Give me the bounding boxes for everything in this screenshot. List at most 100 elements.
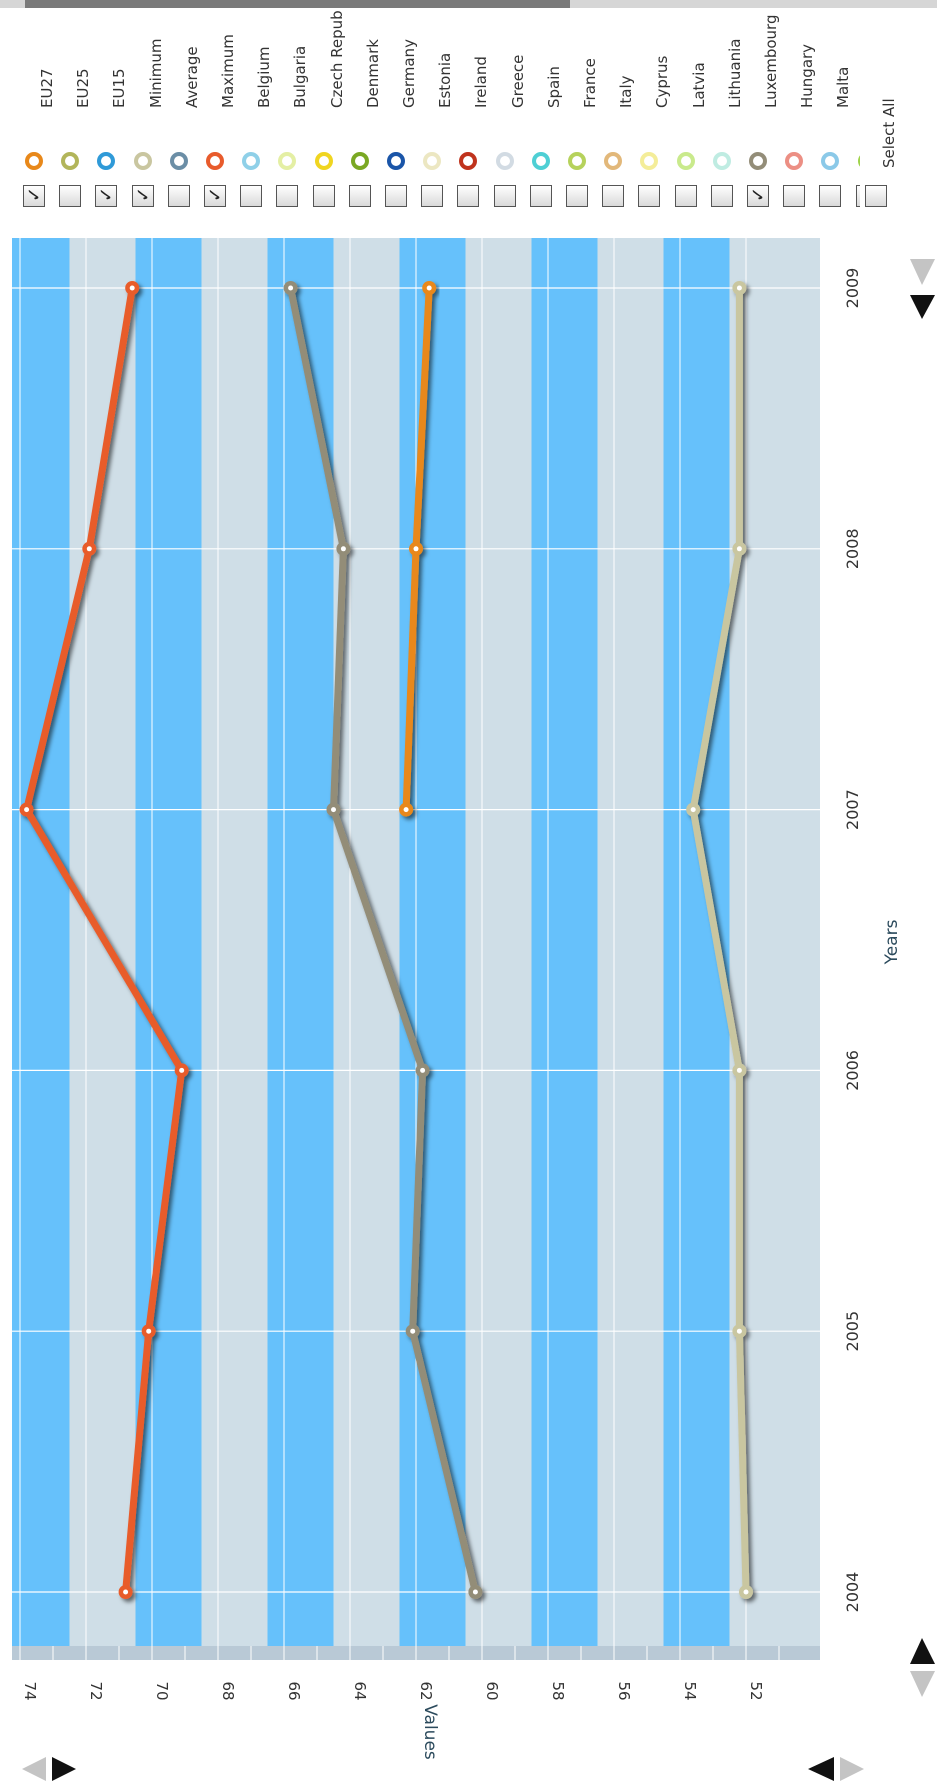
legend-marker-icon [97, 152, 116, 170]
data-point-center [331, 807, 336, 813]
legend-checkbox[interactable]: ✓ [276, 185, 299, 207]
legend-checkbox[interactable]: ✓ [855, 185, 860, 207]
legend-item[interactable]: Minimum ✓ [127, 0, 167, 215]
legend-item[interactable]: Latvia✓ [670, 0, 710, 215]
page-left-arrow-icon[interactable] [808, 1757, 834, 1781]
series-path [689, 284, 750, 1596]
legend-checkbox[interactable]: ✓ [59, 185, 82, 207]
legend-checkbox[interactable]: ✓ [457, 185, 480, 207]
legend-marker-icon [278, 152, 297, 170]
y-axis-title: Values [420, 1704, 440, 1760]
year-down-arrow-icon[interactable] [910, 295, 935, 319]
legend-item[interactable]: EU15 ✓ [90, 0, 130, 215]
legend-marker-icon [676, 152, 695, 170]
legend-marker-icon [568, 152, 586, 170]
legend-item[interactable]: Estonia✓ [416, 0, 456, 215]
pan-left-arrow-icon[interactable] [22, 1757, 46, 1781]
legend-checkbox[interactable]: ✓ [529, 185, 552, 207]
year-tick-label: 2006 [843, 1050, 862, 1091]
legend-checkbox[interactable]: ✓ [312, 185, 335, 207]
value-axis-bar [12, 1646, 820, 1660]
legend-marker-icon [604, 152, 623, 170]
legend-item[interactable]: Ireland✓ [452, 0, 492, 215]
legend-item[interactable]: France✓ [561, 0, 601, 215]
value-tick-label: 74 [21, 1681, 39, 1700]
legend-checkbox[interactable]: ✓ [204, 185, 226, 207]
legend-checkbox[interactable]: ✓ [421, 185, 444, 207]
legend-checkbox[interactable]: ✓ [493, 185, 516, 207]
scroll-down-arrow-icon[interactable] [910, 1671, 935, 1697]
legend-marker-icon [206, 152, 224, 170]
year-tick-label: 2005 [843, 1311, 862, 1352]
legend-item[interactable]: Maximum ✓ [199, 0, 239, 215]
value-tick-label: 56 [615, 1681, 633, 1700]
legend-item[interactable]: Netherlands✓ [851, 0, 860, 215]
legend-marker-icon [387, 152, 405, 170]
legend-marker-icon [314, 152, 333, 170]
legend-item[interactable]: Denmark✓ [344, 0, 384, 215]
legend-checkbox[interactable]: ✓ [602, 185, 625, 207]
series-line [283, 281, 483, 1599]
legend-checkbox[interactable]: ✓ [348, 185, 371, 207]
legend-item[interactable]: Germany✓ [380, 0, 420, 215]
data-point-center [24, 807, 30, 813]
legend-item[interactable]: EU25✓ [54, 0, 94, 215]
data-point-center [472, 1589, 478, 1595]
legend-checkbox[interactable]: ✓ [710, 185, 733, 207]
legend-item[interactable]: Average✓ [163, 0, 203, 215]
legend-marker-icon [712, 152, 731, 170]
data-point-center [736, 1067, 742, 1073]
legend-item[interactable]: Spain✓ [525, 0, 565, 215]
legend-checkbox[interactable]: ✓ [566, 185, 588, 207]
value-tick-label: 68 [219, 1681, 237, 1700]
legend-item[interactable]: Lithuania✓ [706, 0, 746, 215]
legend-checkbox[interactable]: ✓ [23, 185, 45, 207]
select-all-control[interactable]: Select All ✓ [860, 0, 900, 215]
top-scrollbar-thumb[interactable] [25, 0, 570, 8]
legend-checkbox[interactable]: ✓ [674, 185, 697, 207]
legend-item[interactable]: Malta✓ [814, 0, 854, 215]
legend-checkbox[interactable]: ✓ [95, 185, 117, 207]
value-tick-label: 58 [549, 1681, 567, 1700]
legend-marker-icon [785, 152, 804, 170]
legend-item[interactable]: Belgium✓ [235, 0, 275, 215]
legend-checkbox[interactable]: ✓ [747, 185, 769, 207]
legend-item[interactable]: Luxembourg ✓ [742, 0, 782, 215]
legend-item[interactable]: Italy✓ [597, 0, 637, 215]
data-point-center [146, 1328, 152, 1334]
legend-marker-icon [350, 152, 369, 170]
plot-band [12, 238, 70, 1646]
value-tick-label: 54 [681, 1681, 699, 1700]
year-up-arrow-icon[interactable] [910, 259, 935, 285]
select-all-checkbox[interactable]: ✓ [865, 185, 887, 207]
legend-checkbox[interactable]: ✓ [783, 185, 806, 207]
year-tick-label: 2004 [843, 1572, 862, 1613]
data-point-center [743, 1589, 749, 1595]
legend-checkbox[interactable]: ✓ [385, 185, 407, 207]
legend-checkbox[interactable]: ✓ [131, 185, 154, 207]
legend-checkbox[interactable]: ✓ [240, 185, 263, 207]
top-scrollbar-track[interactable] [0, 0, 937, 8]
legend-marker-icon [495, 152, 514, 170]
legend-checkbox[interactable]: ✓ [819, 185, 842, 207]
legend-checkbox[interactable]: ✓ [167, 185, 190, 207]
legend-item[interactable]: EU27 ✓ [18, 0, 58, 215]
legend-item[interactable]: Cyprus✓ [633, 0, 673, 215]
data-point-center [420, 1067, 426, 1073]
legend-marker-icon [423, 152, 442, 170]
data-point-center [123, 1589, 129, 1595]
legend-item[interactable]: Hungary✓ [778, 0, 818, 215]
page-right-arrow-icon[interactable] [840, 1757, 864, 1781]
legend-marker-icon [169, 152, 188, 170]
legend-item[interactable]: Czech Repub✓ [308, 0, 348, 215]
year-tick-label: 2008 [843, 528, 862, 569]
legend-marker-icon [531, 152, 550, 170]
legend-item[interactable]: Bulgaria✓ [271, 0, 311, 215]
value-tick-label: 52 [747, 1681, 765, 1700]
legend-item[interactable]: Greece✓ [489, 0, 529, 215]
legend-checkbox[interactable]: ✓ [638, 185, 661, 207]
data-point-center [426, 285, 432, 291]
series-path [287, 284, 479, 1596]
scroll-up-arrow-icon[interactable] [910, 1638, 935, 1664]
pan-right-arrow-icon[interactable] [52, 1757, 76, 1781]
